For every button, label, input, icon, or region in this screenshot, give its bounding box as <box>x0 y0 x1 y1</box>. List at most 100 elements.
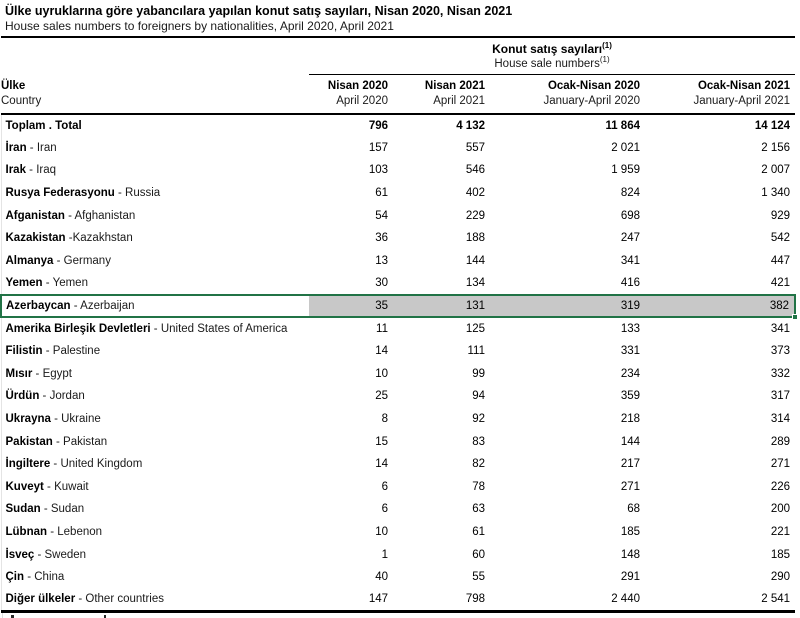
value-cell[interactable]: 331 <box>620 345 640 358</box>
value-cell[interactable]: 148 <box>620 548 640 561</box>
value-cell[interactable]: 157 <box>368 141 388 154</box>
value-cell[interactable]: 94 <box>472 390 485 403</box>
value-cell[interactable]: 271 <box>620 480 640 493</box>
value-cell[interactable]: 317 <box>770 390 791 403</box>
value-cell[interactable]: 35 <box>309 293 389 319</box>
value-cell[interactable]: 78 <box>472 480 485 493</box>
value-cell[interactable]: 131 <box>389 293 486 319</box>
value-cell[interactable]: 229 <box>465 209 485 222</box>
country-cell[interactable]: Diğer ülkeler - Other countries <box>0 588 309 613</box>
value-cell[interactable]: 6 <box>381 503 388 516</box>
value-cell[interactable]: 546 <box>465 164 485 177</box>
value-cell[interactable]: 68 <box>627 503 640 516</box>
value-cell[interactable]: 1 <box>381 548 388 561</box>
value-cell[interactable]: 15 <box>375 435 388 448</box>
value-cell[interactable]: 147 <box>309 588 389 613</box>
value-cell[interactable]: 226 <box>770 480 791 493</box>
value-cell[interactable]: 14 <box>375 458 388 471</box>
value-cell[interactable]: 359 <box>620 390 640 403</box>
value-cell[interactable]: 82 <box>472 458 485 471</box>
value-cell[interactable]: 92 <box>472 413 485 426</box>
country-cell[interactable]: Afganistan - Afghanistan <box>0 204 309 227</box>
value-cell[interactable]: 54 <box>375 209 388 222</box>
value-cell[interactable]: 1 959 <box>611 164 640 177</box>
country-cell[interactable]: Irak - Iraq <box>0 159 309 182</box>
value-cell[interactable]: 373 <box>770 345 791 358</box>
value-cell[interactable]: 221 <box>770 525 791 538</box>
value-cell[interactable]: 8 <box>381 413 388 426</box>
country-cell[interactable]: Almanya - Germany <box>0 249 309 273</box>
value-cell[interactable]: 11 <box>376 323 388 336</box>
country-cell[interactable]: Ürdün - Jordan <box>0 385 309 408</box>
value-cell[interactable]: 2 021 <box>611 141 640 154</box>
value-cell[interactable]: 1 340 <box>761 187 791 200</box>
value-cell[interactable]: 103 <box>368 164 388 177</box>
value-cell[interactable]: 83 <box>472 435 485 448</box>
value-cell[interactable]: 61 <box>375 187 388 200</box>
value-cell[interactable]: 557 <box>465 141 485 154</box>
value-cell[interactable]: 14 <box>375 345 388 358</box>
value-cell[interactable]: 144 <box>620 435 640 448</box>
country-cell[interactable]: Pakistan - Pakistan <box>0 430 309 453</box>
value-cell[interactable]: 61 <box>472 525 485 538</box>
value-cell[interactable]: 382 <box>641 293 799 321</box>
country-cell[interactable]: Sudan - Sudan <box>0 498 309 521</box>
country-cell[interactable]: Mısır - Egypt <box>0 362 309 386</box>
value-cell[interactable]: 99 <box>472 367 485 380</box>
country-cell[interactable]: Yemen - Yemen <box>0 272 309 295</box>
value-cell[interactable]: 30 <box>375 276 388 289</box>
value-cell[interactable]: 13 <box>375 254 388 267</box>
value-cell[interactable]: 10 <box>375 367 388 380</box>
value-cell[interactable]: 60 <box>472 548 485 561</box>
value-cell[interactable]: 218 <box>620 413 640 426</box>
country-cell[interactable]: Azerbaycan - Azerbaijan <box>0 293 309 319</box>
value-cell[interactable]: 447 <box>770 254 791 267</box>
value-cell[interactable]: 63 <box>472 503 485 516</box>
value-cell[interactable]: 40 <box>375 571 388 584</box>
value-cell[interactable]: 10 <box>375 525 388 538</box>
country-cell[interactable]: İran - Iran <box>0 136 309 160</box>
country-cell[interactable]: Rusya Federasyonu - Russia <box>0 181 309 205</box>
value-cell[interactable]: 6 <box>381 480 388 493</box>
value-cell[interactable]: 291 <box>620 571 640 584</box>
value-cell[interactable]: 929 <box>770 209 791 222</box>
value-cell[interactable]: 2 007 <box>761 164 791 177</box>
value-cell[interactable]: 14 124 <box>754 119 791 132</box>
country-cell[interactable]: Lübnan - Lebenon <box>0 520 309 544</box>
value-cell[interactable]: 133 <box>620 323 640 336</box>
value-cell[interactable]: 247 <box>620 232 640 245</box>
value-cell[interactable]: 421 <box>770 276 791 289</box>
value-cell[interactable]: 402 <box>465 187 485 200</box>
country-cell[interactable]: İngiltere - United Kingdom <box>0 452 309 476</box>
value-cell[interactable]: 314 <box>770 413 791 426</box>
value-cell[interactable]: 341 <box>620 254 640 267</box>
value-cell[interactable]: 55 <box>472 571 485 584</box>
value-cell[interactable]: 4 132 <box>456 119 485 132</box>
value-cell[interactable]: 134 <box>465 276 485 289</box>
value-cell[interactable]: 217 <box>620 458 640 471</box>
value-cell[interactable]: 332 <box>770 367 791 380</box>
country-cell[interactable]: İsveç - Sweden <box>0 543 309 566</box>
value-cell[interactable]: 200 <box>770 503 791 516</box>
country-cell[interactable]: Ukrayna - Ukraine <box>0 407 309 431</box>
value-cell[interactable]: 2 440 <box>486 588 641 613</box>
value-cell[interactable]: 11 864 <box>605 119 640 132</box>
value-cell[interactable]: 290 <box>770 571 791 584</box>
country-cell[interactable]: Kuveyt - Kuwait <box>0 475 309 499</box>
value-cell[interactable]: 319 <box>486 293 641 319</box>
value-cell[interactable]: 234 <box>620 367 640 380</box>
value-cell[interactable]: 111 <box>467 345 485 358</box>
value-cell[interactable]: 271 <box>770 458 791 471</box>
country-cell[interactable]: Çin - China <box>0 565 309 589</box>
value-cell[interactable]: 824 <box>620 187 640 200</box>
value-cell[interactable]: 185 <box>620 525 640 538</box>
value-cell[interactable]: 25 <box>375 390 388 403</box>
value-cell[interactable]: 2 541 <box>641 588 796 613</box>
country-cell[interactable]: Toplam . Total <box>0 114 309 137</box>
value-cell[interactable]: 542 <box>770 232 791 245</box>
value-cell[interactable]: 36 <box>375 232 388 245</box>
value-cell[interactable]: 289 <box>770 435 791 448</box>
value-cell[interactable]: 416 <box>620 276 640 289</box>
value-cell[interactable]: 2 156 <box>761 141 791 154</box>
value-cell[interactable]: 796 <box>368 119 388 132</box>
